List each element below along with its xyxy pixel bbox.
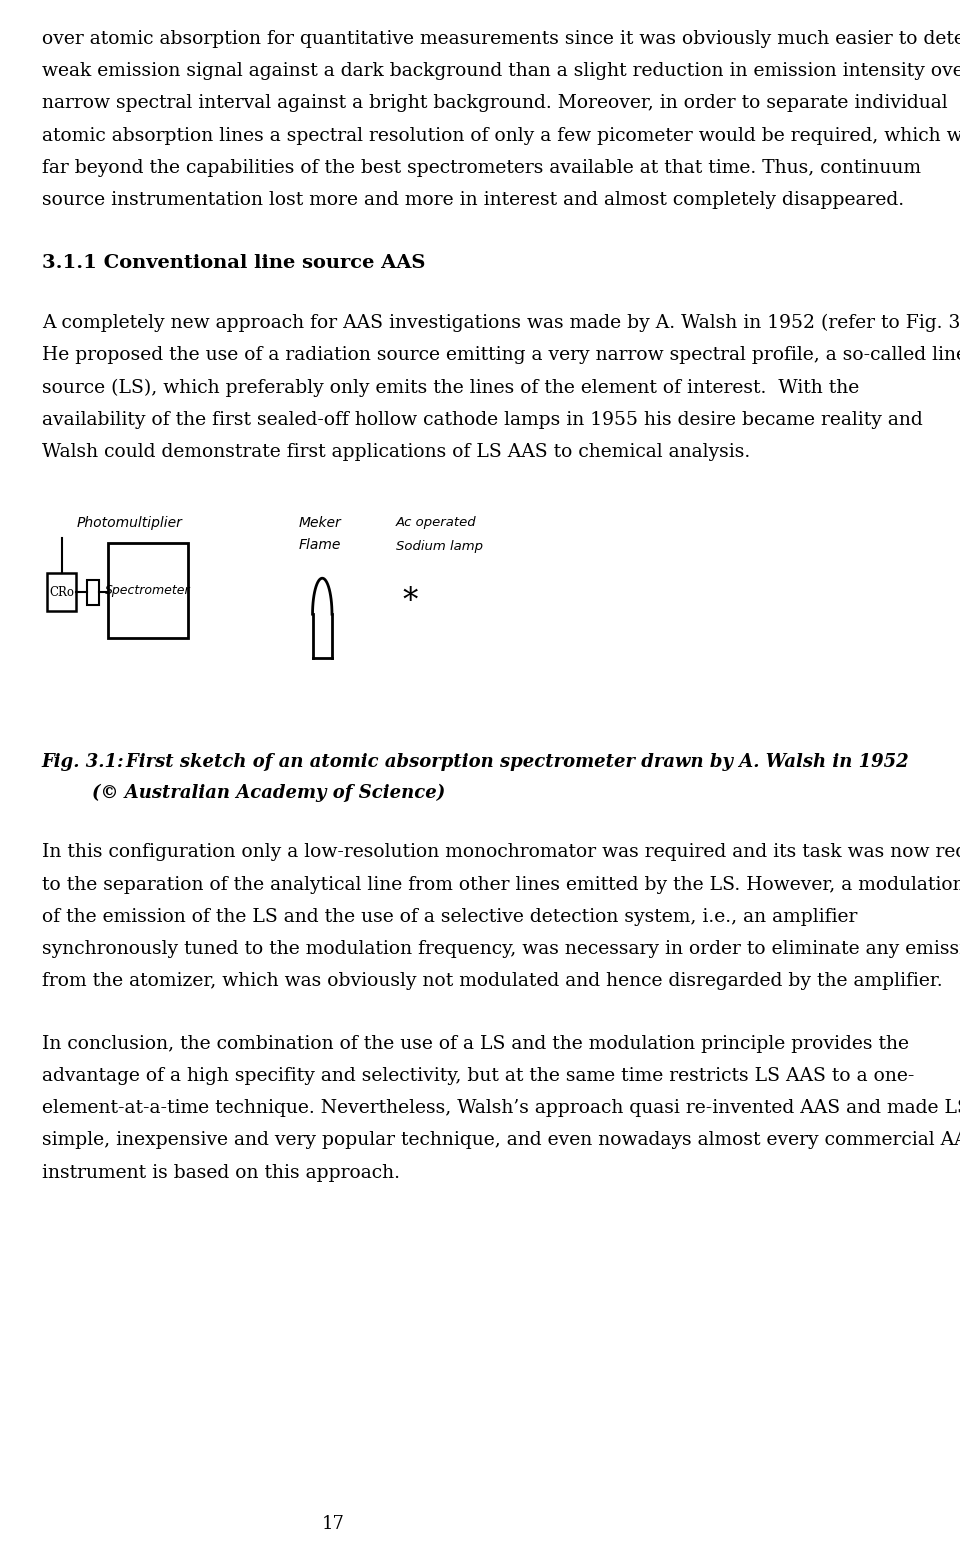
Text: far beyond the capabilities of the best spectrometers available at that time. Th: far beyond the capabilities of the best … [41, 159, 921, 178]
Text: He proposed the use of a radiation source emitting a very narrow spectral profil: He proposed the use of a radiation sourc… [41, 346, 960, 365]
Bar [108, 544, 187, 639]
Text: availability of the first sealed-off hollow cathode lamps in 1955 his desire bec: availability of the first sealed-off hol… [41, 411, 923, 428]
Text: In this configuration only a low-resolution monochromator was required and its t: In this configuration only a low-resolut… [41, 843, 960, 862]
Text: Walsh could demonstrate first applications of LS AAS to chemical analysis.: Walsh could demonstrate first applicatio… [41, 442, 750, 461]
Text: *: * [402, 586, 418, 617]
Bar [47, 573, 77, 611]
Text: weak emission signal against a dark background than a slight reduction in emissi: weak emission signal against a dark back… [41, 62, 960, 81]
Text: over atomic absorption for quantitative measurements since it was obviously much: over atomic absorption for quantitative … [41, 30, 960, 48]
Text: CRo: CRo [49, 586, 74, 598]
Text: Meker: Meker [299, 516, 342, 530]
Text: narrow spectral interval against a bright background. Moreover, in order to sepa: narrow spectral interval against a brigh… [41, 95, 948, 112]
Text: source instrumentation lost more and more in interest and almost completely disa: source instrumentation lost more and mor… [41, 192, 903, 209]
Text: Sodium lamp: Sodium lamp [396, 541, 483, 553]
Text: element-at-a-time technique. Nevertheless, Walsh’s approach quasi re-invented AA: element-at-a-time technique. Nevertheles… [41, 1098, 960, 1117]
Text: In conclusion, the combination of the use of a LS and the modulation principle p: In conclusion, the combination of the us… [41, 1035, 909, 1053]
Text: 17: 17 [322, 1514, 345, 1533]
Text: Photomultiplier: Photomultiplier [77, 516, 182, 530]
Text: Flame: Flame [299, 538, 341, 552]
Text: to the separation of the analytical line from other lines emitted by the LS. How: to the separation of the analytical line… [41, 876, 960, 894]
Text: 3.1.1 Conventional line source AAS: 3.1.1 Conventional line source AAS [41, 254, 425, 271]
Text: Spectrometer: Spectrometer [105, 584, 190, 597]
Text: (© Australian Academy of Science): (© Australian Academy of Science) [41, 784, 444, 802]
Text: Ac operated: Ac operated [396, 516, 476, 530]
Text: Fig. 3.1:: Fig. 3.1: [41, 753, 124, 771]
Text: A completely new approach for AAS investigations was made by A. Walsh in 1952 (r: A completely new approach for AAS invest… [41, 315, 960, 332]
Text: synchronously tuned to the modulation frequency, was necessary in order to elimi: synchronously tuned to the modulation fr… [41, 939, 960, 958]
Text: instrument is based on this approach.: instrument is based on this approach. [41, 1164, 399, 1181]
Text: source (LS), which preferably only emits the lines of the element of interest.  : source (LS), which preferably only emits… [41, 379, 859, 397]
Text: of the emission of the LS and the use of a selective detection system, i.e., an : of the emission of the LS and the use of… [41, 908, 857, 925]
Bar [86, 580, 99, 605]
Text: atomic absorption lines a spectral resolution of only a few picometer would be r: atomic absorption lines a spectral resol… [41, 126, 960, 145]
Text: First sketch of an atomic absorption spectrometer drawn by A. Walsh in 1952: First sketch of an atomic absorption spe… [101, 753, 908, 771]
Text: from the atomizer, which was obviously not modulated and hence disregarded by th: from the atomizer, which was obviously n… [41, 972, 943, 991]
Text: advantage of a high specifity and selectivity, but at the same time restricts LS: advantage of a high specifity and select… [41, 1067, 914, 1084]
Text: simple, inexpensive and very popular technique, and even nowadays almost every c: simple, inexpensive and very popular tec… [41, 1131, 960, 1150]
